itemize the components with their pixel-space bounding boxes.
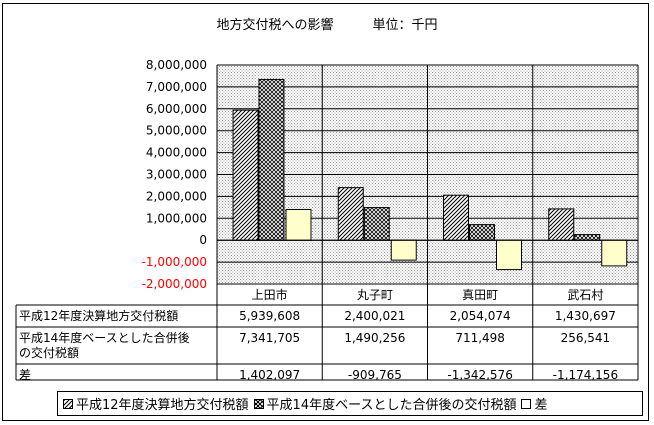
bar-series-1 bbox=[232, 109, 259, 241]
bar-series-3 bbox=[390, 239, 417, 261]
data-label: 1,430,697 bbox=[555, 309, 616, 323]
bar-series-3 bbox=[496, 239, 522, 271]
category-label: 真田町 bbox=[462, 288, 498, 302]
data-label: 711,498 bbox=[455, 331, 505, 345]
legend-label: 平成12年度決算地方交付税額 bbox=[76, 398, 249, 413]
data-label: 2,054,074 bbox=[450, 309, 511, 323]
y-tick-label: 7,000,000 bbox=[146, 80, 207, 94]
data-label: 5,939,608 bbox=[239, 309, 300, 323]
table-row-label: 平成14年度ベースとした合併後 bbox=[19, 330, 190, 345]
data-label: 7,341,705 bbox=[239, 331, 300, 345]
legend-swatch-plain-icon bbox=[521, 398, 532, 409]
legend-item-series-1: 平成12年度決算地方交付税額 bbox=[63, 394, 249, 413]
data-label: -1,174,156 bbox=[553, 368, 618, 382]
data-label: -1,342,576 bbox=[447, 368, 512, 382]
bar-series-3 bbox=[285, 208, 312, 241]
data-label: 1,402,097 bbox=[239, 368, 300, 382]
bar-series-1 bbox=[337, 187, 364, 241]
category-label: 武石村 bbox=[567, 288, 603, 302]
data-label: -909,765 bbox=[348, 368, 402, 382]
legend-label: 差 bbox=[534, 398, 548, 413]
y-tick-label: 8,000,000 bbox=[146, 58, 207, 72]
table-row-label: 差 bbox=[19, 368, 31, 382]
table-row-label: 平成12年度決算地方交付税額 bbox=[19, 308, 178, 323]
y-tick-label: 5,000,000 bbox=[146, 124, 207, 138]
data-label: 1,490,256 bbox=[344, 331, 405, 345]
y-tick-label: -1,000,000 bbox=[142, 255, 207, 269]
y-axis-ticks: 8,000,000 7,000,000 6,000,000 5,000,000 4,00… bbox=[142, 58, 207, 291]
y-tick-label: 4,000,000 bbox=[146, 146, 207, 160]
bar-series-3 bbox=[601, 239, 628, 267]
y-tick-label: 3,000,000 bbox=[146, 168, 207, 182]
data-label: 2,400,021 bbox=[344, 309, 405, 323]
bar-series-2 bbox=[574, 234, 601, 241]
category-label: 丸子町 bbox=[357, 288, 393, 302]
category-label: 上田市 bbox=[252, 287, 288, 302]
grid bbox=[216, 64, 639, 285]
bars bbox=[217, 78, 638, 271]
data-table: 上田市 丸子町 真田町 武石村平成12年度決算地方交付税額平成14年度ベースとした合併… bbox=[15, 283, 639, 382]
legend-swatch-diagonal-icon bbox=[63, 398, 73, 409]
legend-item-series-3: 差 bbox=[521, 394, 547, 413]
legend: 平成12年度決算地方交付税額 平成14年度ベースとした合併後の交付税額 差 bbox=[57, 391, 643, 416]
y-tick-label: 2,000,000 bbox=[146, 189, 207, 203]
y-tick-label: 6,000,000 bbox=[146, 102, 207, 116]
chart-title: 地方交付税への影響 単位：千円 bbox=[216, 18, 438, 33]
bar-series-1 bbox=[443, 194, 469, 241]
bar-series-2 bbox=[363, 207, 390, 241]
legend-item-series-2: 平成14年度ベースとした合併後の交付税額 bbox=[253, 394, 517, 413]
y-tick-label: -2,000,000 bbox=[142, 277, 207, 291]
bar-series-1 bbox=[548, 208, 575, 241]
y-tick-label: 1,000,000 bbox=[146, 211, 207, 225]
bar-series-2 bbox=[469, 224, 495, 241]
y-tick-label: 0 bbox=[199, 233, 207, 247]
legend-label: 平成14年度ベースとした合併後の交付税額 bbox=[266, 398, 517, 413]
bar-series-2 bbox=[258, 78, 285, 241]
data-label: 256,541 bbox=[561, 331, 611, 345]
legend-swatch-crosshatch-icon bbox=[253, 398, 264, 409]
table-row-label: の交付税額 bbox=[19, 345, 79, 360]
